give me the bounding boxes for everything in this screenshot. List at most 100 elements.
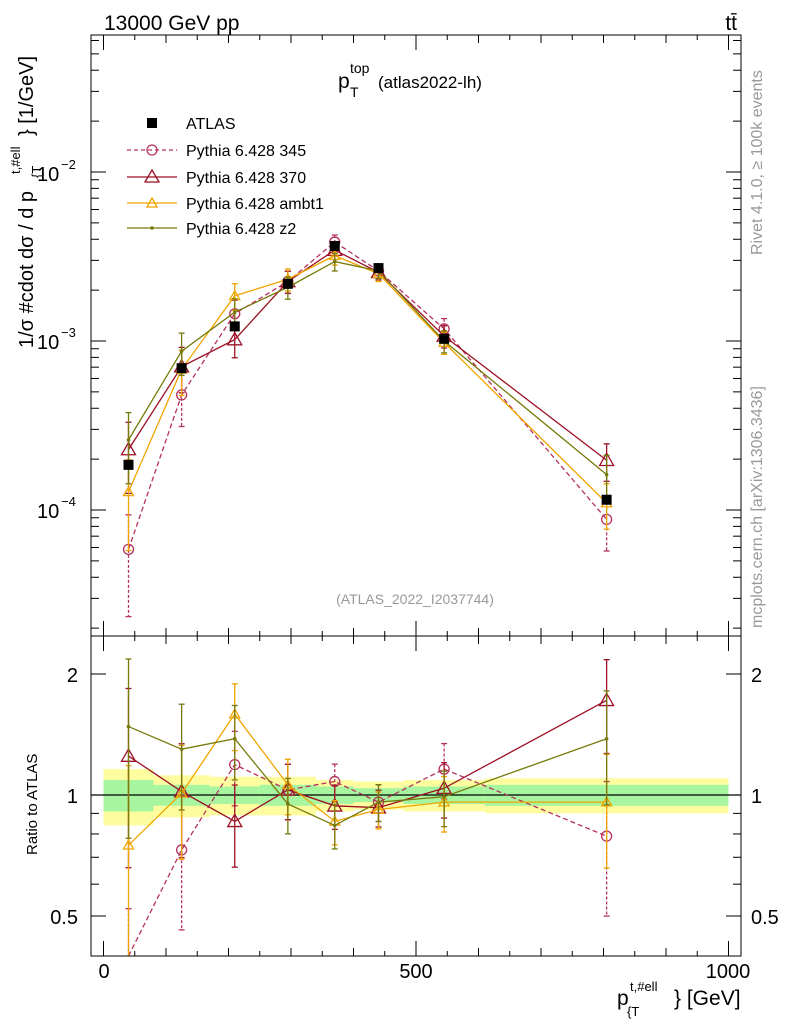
main-point bbox=[122, 485, 135, 497]
ratio-point bbox=[226, 813, 243, 828]
main-series bbox=[120, 234, 615, 618]
ratio-tick-05-left: 0.5 bbox=[50, 907, 78, 929]
x-tick-500: 500 bbox=[399, 961, 432, 983]
main-point bbox=[126, 438, 131, 442]
svg-text:10: 10 bbox=[37, 164, 59, 186]
ratio-tick-1-left: 1 bbox=[67, 786, 78, 808]
svg-text:−4: −4 bbox=[61, 494, 76, 509]
atlas-point bbox=[439, 333, 450, 344]
legend-marker-atlas bbox=[147, 118, 157, 128]
atlas-point bbox=[373, 263, 384, 274]
plot-title: p top T (atlas2022-lh) bbox=[338, 60, 482, 100]
ratio-series-line bbox=[128, 725, 607, 827]
atlas-point bbox=[282, 278, 293, 289]
process-label: tt̄ bbox=[725, 12, 737, 35]
ratio-point bbox=[442, 794, 446, 799]
ratio-series-2 bbox=[122, 683, 613, 956]
legend-item-ambt1: Pythia 6.428 ambt1 bbox=[127, 196, 324, 213]
legend-item-atlas: ATLAS bbox=[147, 116, 236, 133]
main-series-2 bbox=[122, 246, 613, 552]
ratio-series-line bbox=[127, 763, 607, 957]
main-point bbox=[226, 331, 243, 346]
legend-item-z2: Pythia 6.428 z2 bbox=[127, 221, 296, 238]
plot-title-sub: T bbox=[350, 84, 359, 100]
atlas-point bbox=[176, 363, 187, 374]
svg-text:−2: −2 bbox=[61, 157, 76, 172]
x-tick-0: 0 bbox=[98, 961, 109, 983]
y-label-sub: {T bbox=[29, 166, 44, 178]
x-tick-1000: 1000 bbox=[706, 961, 751, 983]
atlas-point bbox=[601, 494, 612, 505]
x-label-sup: t,#ell bbox=[630, 979, 658, 994]
ratio-point bbox=[332, 823, 337, 828]
legend-marker-345 bbox=[146, 144, 158, 156]
atlas-point bbox=[123, 459, 134, 470]
y-tick-label-1e-3: 10 −3 bbox=[37, 325, 76, 354]
ratio-series-line bbox=[128, 699, 607, 823]
legend-marker-z2 bbox=[150, 226, 154, 230]
ratio-point bbox=[179, 747, 184, 752]
ratio-series-1 bbox=[120, 658, 615, 869]
legend-label-ambt1: Pythia 6.428 ambt1 bbox=[186, 196, 324, 213]
energy-label: 13000 GeV pp bbox=[104, 12, 239, 35]
main-series-0 bbox=[122, 234, 613, 618]
main-point bbox=[332, 259, 337, 264]
ratio-y-tick-labels: 2 1 0.5 2 1 0.5 bbox=[50, 665, 779, 929]
atlas-point bbox=[229, 321, 240, 332]
svg-text:10: 10 bbox=[37, 501, 59, 523]
y-axis-label-main: 1/σ #cdot dσ / d p t,#ell {T } [1/GeV] bbox=[8, 56, 44, 348]
ratio-series-3 bbox=[125, 658, 610, 850]
ratio-series-line bbox=[128, 712, 607, 846]
ratio-point bbox=[286, 802, 290, 806]
ratio-series bbox=[120, 658, 615, 957]
legend: ATLAS Pythia 6.428 345 Pythia 6.428 370 … bbox=[127, 116, 324, 238]
y-tick-label-1e-2: 10 −2 bbox=[37, 157, 76, 186]
plot-title-sup: top bbox=[350, 60, 370, 76]
plot-title-p: p bbox=[338, 70, 350, 93]
svg-text:10: 10 bbox=[37, 332, 59, 354]
x-label-suffix: } [GeV] bbox=[674, 987, 741, 1010]
main-series-atlas bbox=[123, 240, 612, 505]
atlas-point bbox=[329, 240, 340, 251]
legend-label-370: Pythia 6.428 370 bbox=[186, 170, 306, 187]
main-point bbox=[232, 310, 237, 315]
ratio-tick-2-right: 2 bbox=[751, 665, 762, 687]
ratio-point bbox=[600, 795, 613, 807]
legend-item-345: Pythia 6.428 345 bbox=[127, 143, 306, 160]
ratio-point bbox=[122, 838, 135, 850]
legend-label-atlas: ATLAS bbox=[186, 116, 236, 133]
main-point bbox=[604, 472, 609, 477]
x-label-p: p bbox=[617, 987, 629, 1010]
side-label-bottom: mcplots.cern.ch [arXiv:1306.3436] bbox=[749, 386, 766, 628]
main-series-1 bbox=[120, 241, 615, 495]
main-series-line bbox=[127, 241, 608, 550]
ratio-point bbox=[376, 800, 381, 804]
main-point bbox=[179, 349, 184, 354]
ratio-tick-05-right: 0.5 bbox=[751, 907, 779, 929]
side-label-top: Rivet 4.1.0, ≥ 100k events bbox=[749, 70, 766, 255]
svg-text:−3: −3 bbox=[61, 325, 76, 340]
main-series-line bbox=[127, 260, 608, 476]
y-tick-label-1e-4: 10 −4 bbox=[37, 494, 76, 523]
y-label-suffix: } [1/GeV] bbox=[16, 56, 38, 136]
x-tick-labels: 0 500 1000 bbox=[98, 961, 750, 983]
ratio-series-0 bbox=[125, 730, 613, 957]
main-y-tick-labels: 10 −2 10 −3 10 −4 bbox=[37, 157, 76, 523]
analysis-id: (ATLAS_2022_I2037744) bbox=[336, 591, 494, 607]
plot-title-suffix: (atlas2022-lh) bbox=[378, 73, 482, 92]
x-axis-label: p t,#ell {T } [GeV] bbox=[617, 979, 741, 1019]
ratio-panel-frame bbox=[90, 635, 742, 957]
legend-marker-ambt1 bbox=[145, 196, 159, 208]
legend-item-370: Pythia 6.428 370 bbox=[127, 168, 306, 187]
legend-marker-370 bbox=[143, 168, 161, 183]
ratio-point bbox=[604, 736, 609, 741]
ratio-tick-1-right: 1 bbox=[751, 786, 762, 808]
ratio-ticks bbox=[91, 636, 741, 956]
ratio-tick-2-left: 2 bbox=[67, 665, 78, 687]
legend-label-z2: Pythia 6.428 z2 bbox=[186, 221, 296, 238]
x-label-sub: {T bbox=[627, 1004, 639, 1019]
main-series-3 bbox=[125, 252, 610, 502]
y-label-text: 1/σ #cdot dσ / d p bbox=[16, 191, 38, 348]
legend-label-345: Pythia 6.428 345 bbox=[186, 143, 306, 160]
